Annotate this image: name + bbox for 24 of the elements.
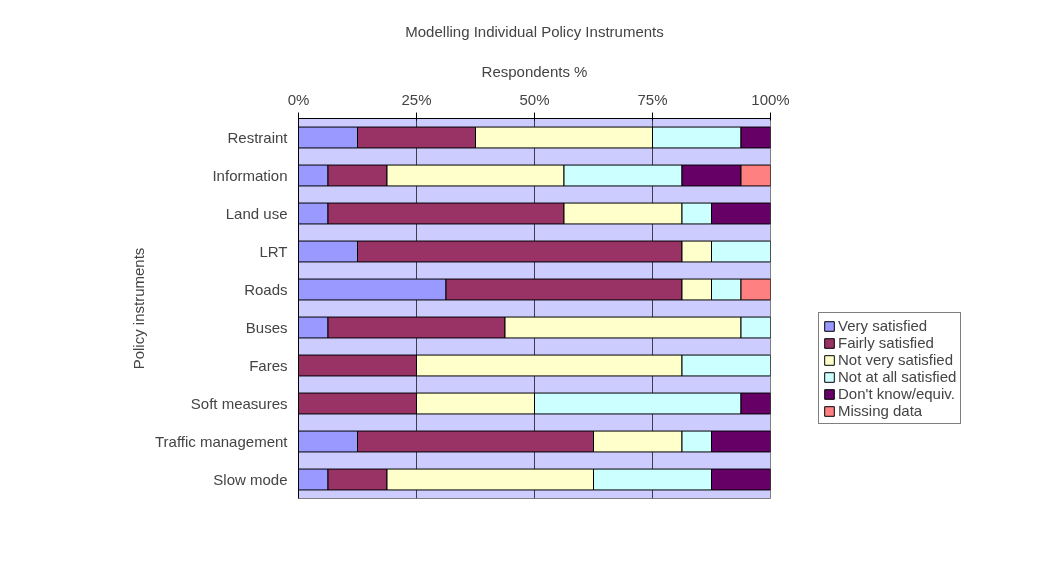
y-tick-label: Information [212,167,288,184]
y-axis-title: Policy instruments [129,247,147,370]
legend-label: Not very satisfied [838,351,954,368]
y-tick-label: Fares [249,357,288,374]
x-tick-label: 0% [287,90,310,108]
legend-label: Missing data [838,402,923,419]
legend-label: Fairly satisfied [838,334,934,351]
y-tick-label: Restraint [227,129,289,146]
x-tick-label: 25% [401,90,432,108]
legend-label: Very satisfied [838,317,928,334]
legend-label: Don't know/equiv. [838,385,955,402]
y-tick-label: Slow mode [213,471,288,488]
x-tick-label: 100% [751,90,790,108]
y-tick-label: Land use [225,205,288,222]
legend-label: Not at all satisfied [838,368,957,385]
y-tick-label: Buses [245,319,288,336]
x-tick-label: 75% [637,90,668,108]
x-tick-label: 50% [519,90,550,108]
y-tick-label: Soft measures [190,395,288,412]
y-tick-label: LRT [259,243,288,260]
chart-title: Modelling Individual Policy Instruments [405,22,664,40]
x-axis-title: Respondents % [481,62,588,80]
y-tick-label: Roads [244,281,288,298]
y-tick-label: Traffic management [154,433,289,450]
